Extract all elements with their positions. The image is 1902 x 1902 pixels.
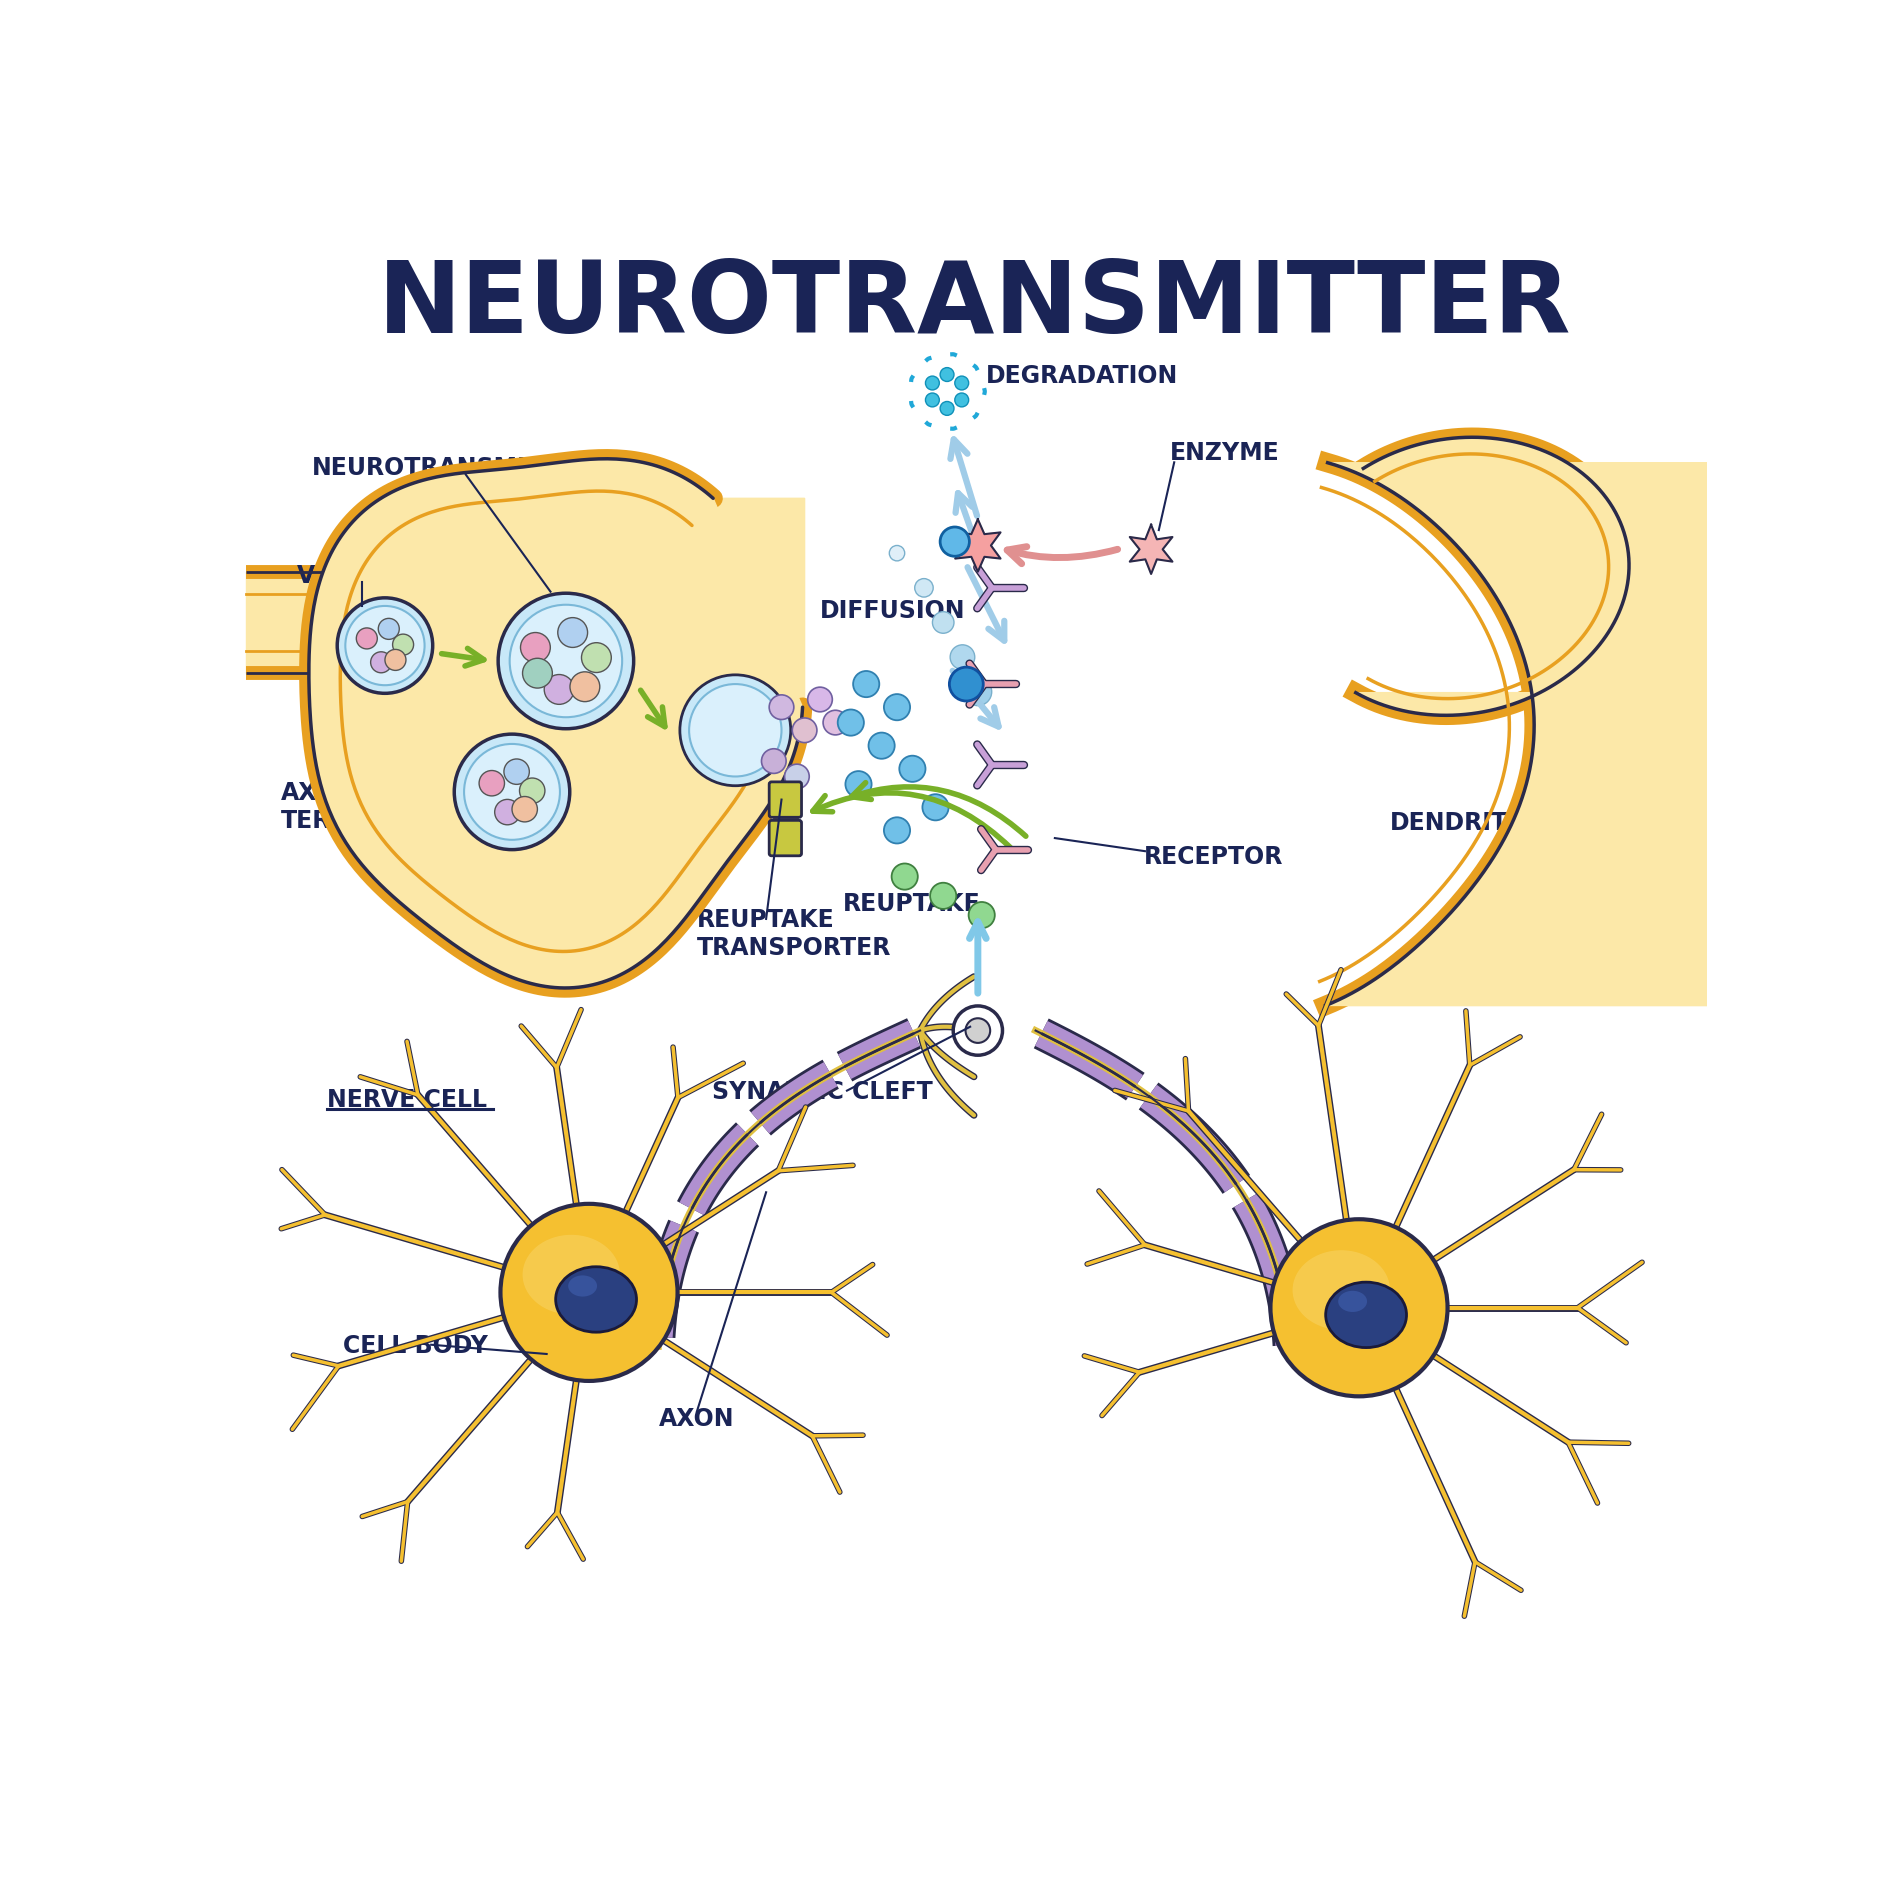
Polygon shape (1130, 525, 1172, 574)
Circle shape (356, 628, 377, 649)
Circle shape (854, 671, 879, 698)
Circle shape (571, 671, 599, 702)
Circle shape (869, 732, 894, 759)
Ellipse shape (569, 1276, 597, 1297)
Ellipse shape (523, 1234, 620, 1314)
Circle shape (932, 612, 955, 633)
Circle shape (371, 652, 392, 673)
Circle shape (498, 593, 633, 728)
Circle shape (892, 864, 919, 890)
Text: NERVE CELL: NERVE CELL (327, 1088, 487, 1113)
Polygon shape (1326, 462, 1708, 1006)
Circle shape (837, 709, 864, 736)
Circle shape (504, 759, 529, 784)
Circle shape (966, 1018, 991, 1042)
Circle shape (523, 658, 552, 689)
Text: AXON
TERMINAL: AXON TERMINAL (281, 782, 417, 833)
FancyBboxPatch shape (768, 820, 801, 856)
Circle shape (955, 394, 968, 407)
Circle shape (346, 607, 424, 685)
Text: DIFFUSION: DIFFUSION (820, 599, 966, 624)
Polygon shape (308, 458, 805, 987)
Polygon shape (1326, 462, 1708, 1006)
Text: ENZYME: ENZYME (1170, 441, 1280, 466)
Circle shape (464, 744, 559, 841)
Ellipse shape (1293, 1250, 1390, 1329)
Circle shape (940, 527, 970, 555)
Circle shape (968, 902, 995, 928)
Circle shape (582, 643, 611, 673)
Circle shape (557, 618, 588, 647)
Circle shape (955, 377, 968, 390)
Circle shape (521, 633, 550, 662)
Circle shape (926, 377, 940, 390)
Text: RECEPTOR: RECEPTOR (1143, 844, 1282, 869)
Circle shape (455, 734, 571, 850)
Text: NEUROTRANSMITTER: NEUROTRANSMITTER (312, 456, 593, 481)
Circle shape (884, 694, 909, 721)
Circle shape (951, 645, 976, 670)
Text: VESICLE: VESICLE (297, 565, 405, 588)
Circle shape (953, 1006, 1002, 1056)
Circle shape (926, 394, 940, 407)
Polygon shape (1356, 437, 1708, 715)
Polygon shape (1356, 437, 1708, 715)
Text: DEGRADATION: DEGRADATION (985, 363, 1177, 388)
Circle shape (930, 883, 957, 909)
Circle shape (808, 687, 833, 711)
Text: CELL BODY: CELL BODY (342, 1335, 487, 1358)
Circle shape (679, 675, 791, 786)
Circle shape (384, 649, 405, 670)
Polygon shape (955, 519, 1000, 573)
Circle shape (500, 1204, 677, 1381)
Circle shape (940, 401, 955, 415)
Circle shape (844, 770, 871, 797)
Circle shape (495, 799, 519, 825)
Circle shape (949, 668, 983, 702)
Polygon shape (308, 458, 803, 987)
Text: REUPTAKE
TRANSPORTER: REUPTAKE TRANSPORTER (696, 909, 892, 961)
Ellipse shape (1339, 1291, 1368, 1312)
Circle shape (378, 618, 399, 639)
Circle shape (768, 694, 793, 719)
Circle shape (544, 675, 574, 704)
Circle shape (510, 605, 622, 717)
Circle shape (786, 765, 808, 789)
Circle shape (479, 770, 504, 795)
Circle shape (900, 755, 926, 782)
Circle shape (761, 749, 786, 774)
Text: AXON: AXON (660, 1407, 734, 1432)
Text: DENDRITE: DENDRITE (1390, 810, 1524, 835)
Text: NEUROTRANSMITTER: NEUROTRANSMITTER (378, 257, 1571, 354)
Circle shape (337, 597, 432, 694)
FancyBboxPatch shape (768, 782, 801, 818)
Circle shape (689, 685, 782, 776)
Ellipse shape (555, 1267, 637, 1331)
Circle shape (1271, 1219, 1447, 1396)
Circle shape (512, 797, 538, 822)
Circle shape (793, 717, 818, 742)
Circle shape (890, 546, 905, 561)
Circle shape (519, 778, 544, 803)
Ellipse shape (1326, 1282, 1406, 1349)
Circle shape (824, 709, 848, 734)
Circle shape (915, 578, 934, 597)
Text: REUPTAKE: REUPTAKE (843, 892, 981, 915)
Circle shape (922, 795, 949, 820)
Circle shape (392, 633, 413, 654)
Text: SYNAPTIC CLEFT: SYNAPTIC CLEFT (711, 1080, 934, 1105)
Circle shape (964, 677, 991, 706)
Circle shape (940, 367, 955, 382)
Circle shape (884, 818, 909, 843)
